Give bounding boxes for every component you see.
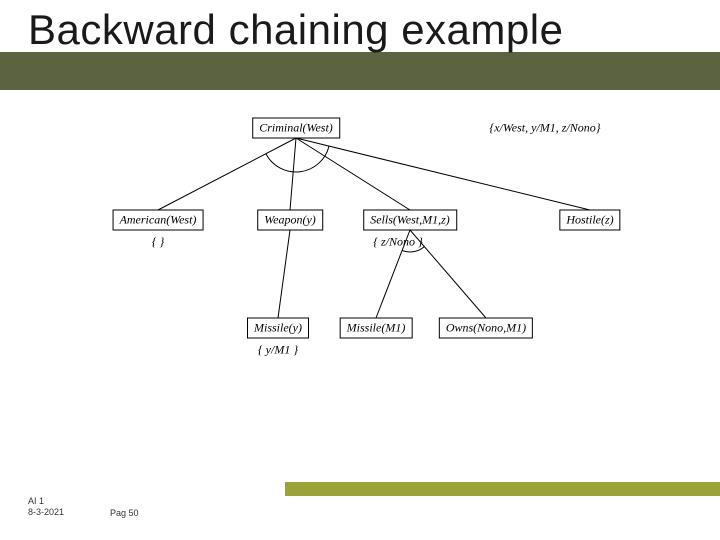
footer-page: Pag 50 <box>110 508 139 518</box>
node-missile_m1: Missile(M1) <box>340 318 413 339</box>
slide-title: Backward chaining example <box>28 6 563 54</box>
node-weapon: Weapon(y) <box>257 210 323 231</box>
node-owns: Owns(Nono,M1) <box>439 318 533 339</box>
node-hostile: Hostile(z) <box>559 210 620 231</box>
node-missile_y: Missile(y) <box>247 318 309 339</box>
annotation-subst_ym1: { y/M1 } <box>258 343 298 358</box>
node-criminal: Criminal(West) <box>252 118 340 139</box>
footer-course: AI 1 <box>28 496 64 507</box>
diagram-edges <box>0 90 720 460</box>
footer-meta: AI 1 8-3-2021 <box>28 496 64 518</box>
annotation-subst_empty: { } <box>152 235 165 250</box>
annotation-subst_znono: { z/Nono } <box>373 235 423 250</box>
footer-date: 8-3-2021 <box>28 507 64 518</box>
title-bar: Backward chaining example <box>0 0 720 90</box>
node-sells: Sells(West,M1,z) <box>363 210 457 231</box>
annotation-subst_top: {x/West, y/M1, z/Nono} <box>489 121 600 136</box>
backward-chaining-diagram: Criminal(West) American(West) Weapon(y) Sel… <box>0 90 720 460</box>
node-american: American(West) <box>113 210 204 231</box>
footer-accent-bar <box>285 482 720 496</box>
